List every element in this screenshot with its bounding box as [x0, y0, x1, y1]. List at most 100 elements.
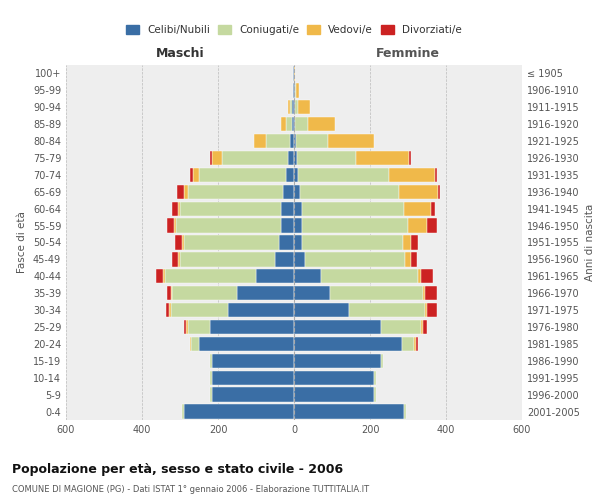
Bar: [184, 320, 186, 334]
Bar: [298, 168, 389, 182]
Legend: Celibi/Nubili, Coniugati/e, Vedovi/e, Divorziati/e: Celibi/Nubili, Coniugati/e, Vedovi/e, Di…: [122, 20, 466, 39]
Bar: [293, 83, 294, 98]
Bar: [404, 202, 431, 216]
Bar: [409, 151, 411, 165]
Bar: [175, 236, 182, 250]
Bar: [356, 151, 409, 165]
Bar: [294, 354, 382, 368]
Bar: [172, 202, 178, 216]
Bar: [294, 218, 302, 233]
Bar: [423, 320, 427, 334]
Bar: [174, 218, 176, 233]
Bar: [199, 336, 294, 351]
Bar: [193, 168, 199, 182]
Bar: [191, 336, 199, 351]
Bar: [305, 252, 406, 266]
Bar: [281, 218, 294, 233]
Bar: [298, 100, 310, 114]
Bar: [294, 404, 404, 418]
Bar: [294, 286, 330, 300]
Y-axis label: Anni di nascita: Anni di nascita: [585, 204, 595, 281]
Bar: [427, 218, 437, 233]
Bar: [404, 404, 406, 418]
Bar: [349, 303, 425, 318]
Bar: [294, 320, 382, 334]
Text: Popolazione per età, sesso e stato civile - 2006: Popolazione per età, sesso e stato civil…: [12, 462, 343, 475]
Bar: [180, 252, 275, 266]
Bar: [211, 320, 294, 334]
Bar: [166, 303, 169, 318]
Bar: [254, 134, 265, 148]
Bar: [389, 168, 434, 182]
Bar: [330, 286, 423, 300]
Bar: [406, 252, 411, 266]
Bar: [295, 117, 308, 132]
Bar: [212, 151, 222, 165]
Bar: [156, 269, 163, 283]
Bar: [294, 100, 295, 114]
Bar: [403, 336, 414, 351]
Bar: [421, 320, 423, 334]
Bar: [211, 370, 212, 385]
Bar: [176, 218, 281, 233]
Bar: [294, 269, 320, 283]
Bar: [281, 202, 294, 216]
Bar: [434, 168, 437, 182]
Bar: [211, 388, 212, 402]
Bar: [190, 168, 193, 182]
Bar: [294, 134, 296, 148]
Bar: [294, 83, 295, 98]
Bar: [170, 286, 172, 300]
Bar: [167, 286, 170, 300]
Bar: [227, 303, 294, 318]
Bar: [297, 151, 356, 165]
Text: Femmine: Femmine: [376, 47, 440, 60]
Bar: [411, 252, 417, 266]
Bar: [421, 269, 433, 283]
Bar: [295, 83, 296, 98]
Bar: [294, 236, 302, 250]
Bar: [302, 202, 404, 216]
Bar: [308, 117, 335, 132]
Bar: [182, 404, 184, 418]
Bar: [279, 236, 294, 250]
Bar: [374, 388, 376, 402]
Bar: [427, 303, 437, 318]
Bar: [293, 66, 294, 80]
Bar: [295, 100, 298, 114]
Bar: [416, 336, 418, 351]
Bar: [414, 336, 416, 351]
Bar: [294, 151, 297, 165]
Bar: [302, 236, 403, 250]
Bar: [177, 184, 184, 199]
Bar: [184, 404, 294, 418]
Bar: [172, 252, 178, 266]
Bar: [382, 320, 421, 334]
Bar: [292, 117, 294, 132]
Bar: [294, 336, 403, 351]
Bar: [222, 151, 289, 165]
Bar: [256, 269, 294, 283]
Bar: [211, 151, 212, 165]
Bar: [328, 134, 374, 148]
Bar: [289, 151, 294, 165]
Bar: [186, 320, 188, 334]
Bar: [188, 320, 211, 334]
Bar: [180, 202, 281, 216]
Text: Maschi: Maschi: [155, 47, 205, 60]
Bar: [398, 184, 439, 199]
Bar: [294, 184, 300, 199]
Bar: [300, 184, 398, 199]
Bar: [292, 100, 294, 114]
Bar: [212, 370, 294, 385]
Bar: [425, 286, 437, 300]
Bar: [178, 252, 180, 266]
Bar: [289, 100, 290, 114]
Bar: [423, 286, 425, 300]
Bar: [320, 269, 418, 283]
Bar: [283, 184, 294, 199]
Bar: [281, 117, 286, 132]
Bar: [425, 303, 427, 318]
Y-axis label: Fasce di età: Fasce di età: [17, 212, 27, 274]
Bar: [184, 184, 188, 199]
